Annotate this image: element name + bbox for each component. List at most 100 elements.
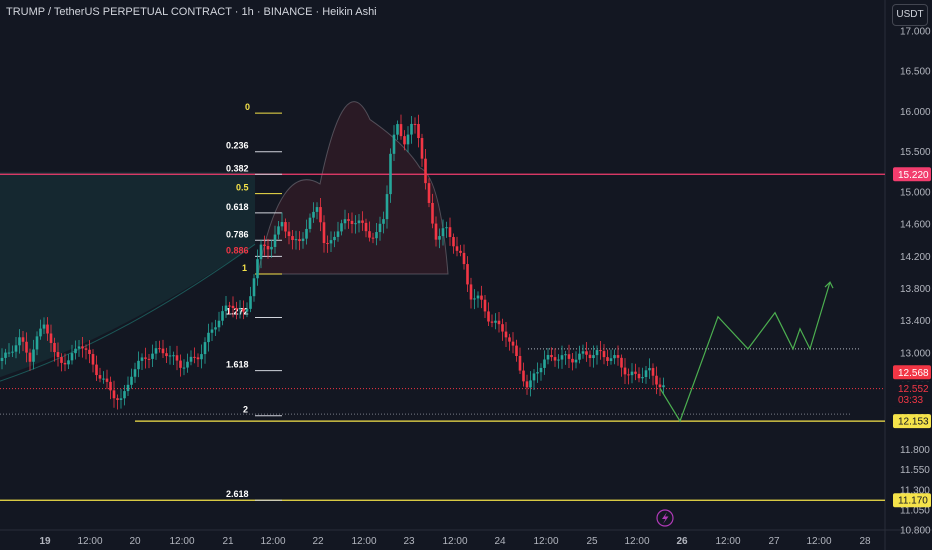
candle-body xyxy=(266,246,270,250)
price-badge-text: 12.568 xyxy=(898,368,929,379)
candle-body xyxy=(389,153,392,195)
candle-body xyxy=(340,223,343,232)
candle-body xyxy=(67,360,70,365)
candle-body xyxy=(140,357,144,361)
time-tick-label: 21 xyxy=(222,536,234,547)
candle-body xyxy=(137,360,140,370)
candle-body xyxy=(627,374,630,376)
candle-body xyxy=(144,357,147,359)
candle-body xyxy=(207,332,210,343)
candle-body xyxy=(63,362,67,365)
candle-body xyxy=(497,320,501,325)
candle-body xyxy=(508,337,511,342)
price-tick-label: 10.800 xyxy=(900,526,931,537)
candle-body xyxy=(196,357,200,360)
currency-selector[interactable]: USDT xyxy=(892,4,928,26)
fib-label: 0.886 xyxy=(226,245,249,255)
time-tick-label: 12:00 xyxy=(260,536,285,547)
candle-body xyxy=(364,222,368,232)
candle-body xyxy=(431,202,434,224)
price-badge xyxy=(893,167,931,182)
time-tick-label: 12:00 xyxy=(77,536,102,547)
candle-body xyxy=(585,351,588,355)
time-axis: 19 12:00 20 12:00 21 12:00 22 12:00 23 12:00 24 12:… xyxy=(39,536,871,547)
candle-body xyxy=(74,348,77,354)
fib-label: 0.618 xyxy=(226,202,249,212)
candle-body xyxy=(539,367,543,373)
candle-body xyxy=(116,398,119,400)
price-tick-label: 16.500 xyxy=(900,67,931,78)
candle-body xyxy=(203,342,207,355)
candle-body xyxy=(504,331,508,338)
candle-body xyxy=(123,391,126,399)
time-tick-label: 27 xyxy=(768,536,780,547)
time-tick-label: 19 xyxy=(39,536,51,547)
candle-body xyxy=(371,237,375,239)
candle-body xyxy=(95,364,98,376)
price-badge xyxy=(893,365,931,380)
candle-body xyxy=(200,354,203,360)
fib-label: 2.618 xyxy=(226,489,249,499)
horizontal-lines xyxy=(0,173,885,501)
fib-label: 0.5 xyxy=(236,183,249,193)
candle-body xyxy=(438,236,441,240)
candle-body xyxy=(305,228,308,239)
candle-body xyxy=(427,183,431,203)
time-tick-label: 12:00 xyxy=(442,536,467,547)
candle-body xyxy=(613,355,616,359)
candle-body xyxy=(557,359,560,361)
candle-body xyxy=(529,380,532,388)
candle-body xyxy=(532,373,536,381)
channel-edge xyxy=(0,243,256,382)
price-badge-text: 12.552 xyxy=(898,384,929,395)
candle-body xyxy=(109,381,112,391)
candle-body xyxy=(161,348,165,354)
time-tick-label: 22 xyxy=(312,536,324,547)
candle-body xyxy=(473,298,476,300)
candle-body xyxy=(515,345,518,357)
price-badge-text: 03:33 xyxy=(898,395,923,406)
candle-body xyxy=(480,295,483,300)
candle-body xyxy=(483,299,487,312)
price-tick-label: 11.300 xyxy=(900,485,930,496)
candle-body xyxy=(543,359,546,368)
candle-body xyxy=(231,305,235,308)
time-tick-label: 28 xyxy=(859,536,871,547)
time-tick-label: 12:00 xyxy=(169,536,194,547)
candle-body xyxy=(277,226,280,235)
price-tick-label: 14.600 xyxy=(900,220,931,231)
candle-body xyxy=(662,385,665,388)
candle-body xyxy=(217,320,221,328)
candle-body xyxy=(648,368,651,371)
candle-body xyxy=(574,359,578,363)
fib-label: 1.272 xyxy=(226,307,249,317)
candle-body xyxy=(452,237,455,247)
candle-body xyxy=(42,324,46,329)
candle-body xyxy=(151,353,154,359)
candle-body xyxy=(354,223,357,225)
candle-body xyxy=(256,259,259,279)
candle-body xyxy=(487,311,490,322)
candle-body xyxy=(46,324,49,334)
lightning-icon[interactable] xyxy=(656,509,674,527)
candle-body xyxy=(476,295,480,299)
candle-body xyxy=(175,355,179,361)
candle-body xyxy=(133,369,137,377)
time-tick-label: 20 xyxy=(129,536,141,547)
candle-body xyxy=(403,136,406,145)
candle-body xyxy=(455,246,459,251)
candle-body xyxy=(210,329,214,333)
candle-body xyxy=(651,368,655,376)
candle-body xyxy=(25,341,28,353)
price-tick-label: 11.550 xyxy=(900,465,930,476)
candle-body xyxy=(259,244,263,260)
candle-body xyxy=(546,355,550,360)
price-tick-label: 11.800 xyxy=(900,445,930,456)
price-tick-label: 13.000 xyxy=(900,348,931,359)
candle-body xyxy=(396,124,399,135)
candle-body xyxy=(462,252,466,265)
price-badge xyxy=(893,493,931,508)
candle-body xyxy=(525,381,529,388)
